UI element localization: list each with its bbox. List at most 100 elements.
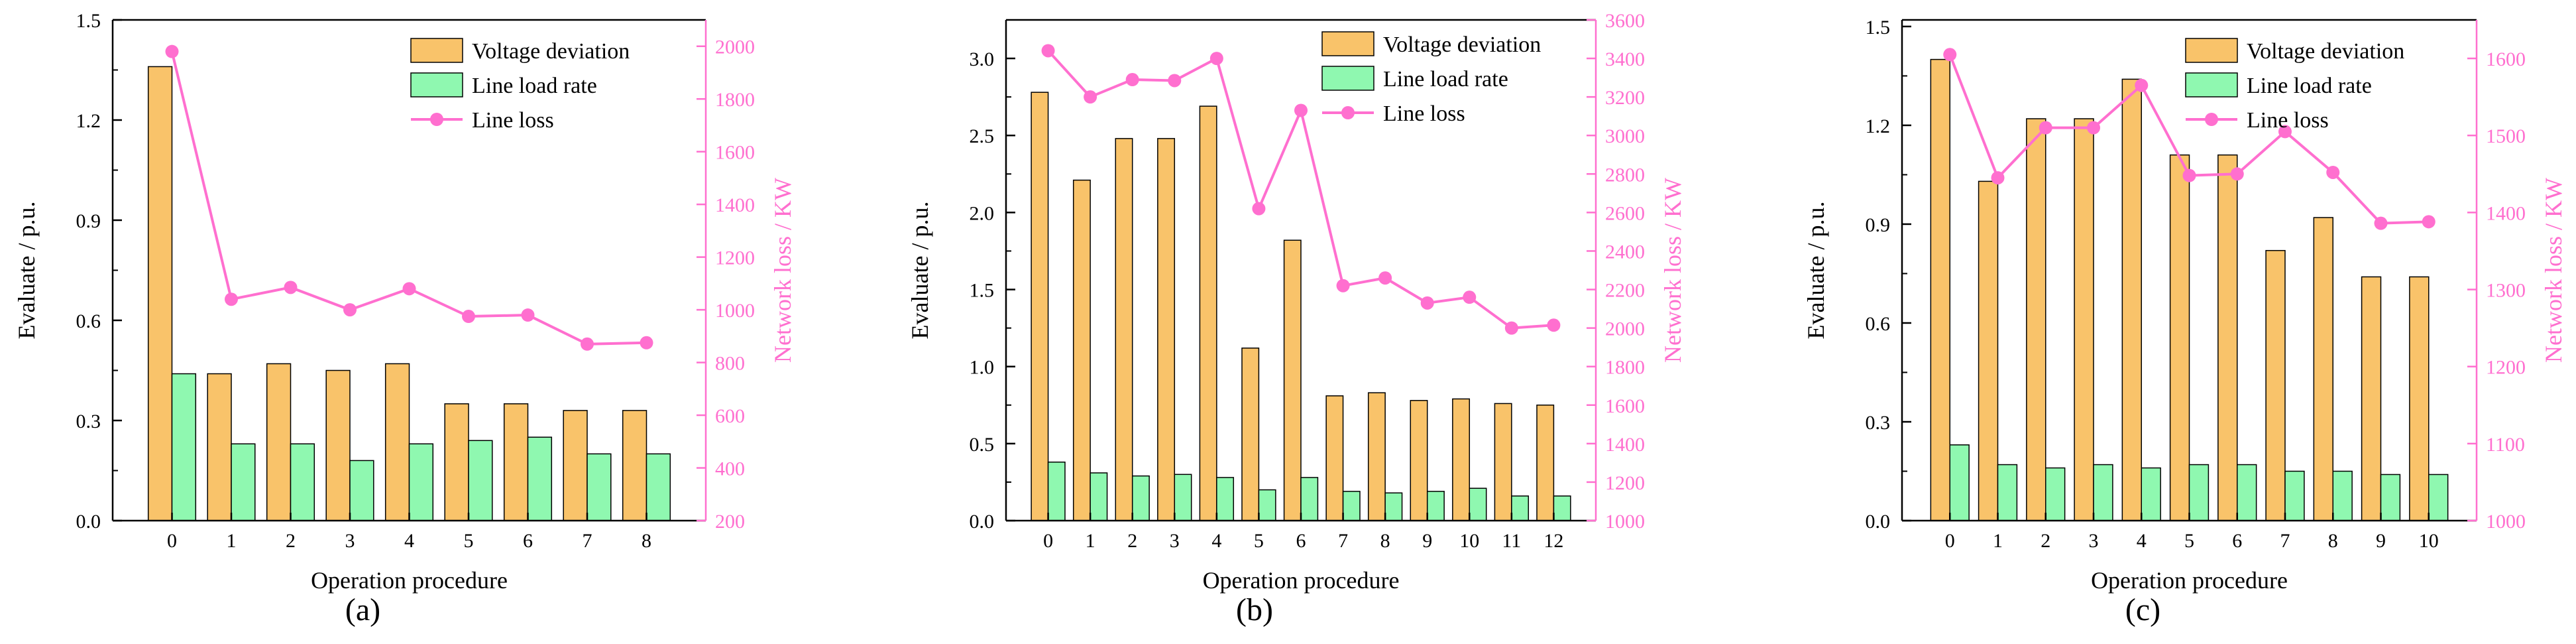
x-tick-label: 2 [2041, 530, 2050, 552]
left-tick-label: 1.2 [1866, 115, 1891, 137]
left-tick-label: 0.6 [76, 310, 101, 332]
right-tick-label: 2000 [1605, 318, 1645, 340]
line-loss-point [2230, 167, 2244, 181]
x-tick-label: 3 [2089, 530, 2099, 552]
line-loss-point [1420, 296, 1434, 310]
right-tick-label: 600 [715, 405, 745, 427]
right-tick-label: 200 [715, 511, 745, 533]
x-tick-label: 1 [1993, 530, 2003, 552]
x-tick-label: 4 [404, 530, 414, 552]
right-tick-label: 1200 [715, 247, 755, 269]
right-tick-label: 1000 [2486, 511, 2526, 533]
bar-line-load-rate [290, 443, 315, 521]
right-tick-label: 1400 [715, 194, 755, 216]
right-tick-label: 1600 [1605, 395, 1645, 417]
right-tick-label: 1600 [2486, 48, 2526, 70]
left-tick-label: 1.5 [76, 10, 101, 32]
right-tick-label: 2000 [715, 36, 755, 58]
bar-voltage-deviation [1283, 239, 1302, 521]
x-tick-label: 4 [2137, 530, 2147, 552]
bar-line-load-rate [2188, 464, 2210, 521]
left-tick-label: 0.0 [1866, 511, 1891, 533]
bar-voltage-deviation [2121, 78, 2143, 521]
bar-voltage-deviation [1452, 398, 1471, 521]
bar-voltage-deviation [1930, 58, 1951, 521]
line-loss-point [343, 303, 357, 317]
left-tick-label: 2.0 [970, 202, 995, 224]
x-tick-label: 10 [1459, 530, 1479, 552]
x-tick-label: 9 [1422, 530, 1432, 552]
bar-voltage-deviation [2361, 276, 2382, 521]
legend-loss-marker [430, 113, 443, 126]
bar-voltage-deviation [2169, 154, 2190, 521]
y-axis-title: Evaluate / p.u. [1803, 202, 1829, 340]
bar-line-load-rate [2093, 464, 2113, 521]
right-tick-label: 1400 [1605, 434, 1645, 456]
bar-line-load-rate [1131, 475, 1150, 521]
bar-voltage-deviation [1031, 92, 1049, 521]
bar-line-load-rate [408, 443, 434, 521]
line-loss-point [2278, 125, 2292, 139]
x-tick-label: 7 [2280, 530, 2290, 552]
line-loss-point [1041, 44, 1055, 58]
bar-line-load-rate [1949, 444, 1970, 521]
bar-line-load-rate [1384, 492, 1403, 521]
bar-line-load-rate [1047, 461, 1066, 521]
y-axis-title: Evaluate / p.u. [907, 202, 933, 340]
bar-line-load-rate [2045, 467, 2066, 521]
bar-voltage-deviation [147, 66, 173, 521]
line-loss-point [2039, 121, 2052, 135]
bar-line-load-rate [468, 440, 493, 521]
line-loss-point [402, 282, 416, 296]
bar-voltage-deviation [2265, 249, 2286, 521]
x-tick-label: 5 [1254, 530, 1264, 552]
left-tick-label: 0.3 [76, 411, 101, 432]
bar-voltage-deviation [1072, 179, 1091, 521]
bar-voltage-deviation [2313, 217, 2334, 521]
bar-line-load-rate [2428, 474, 2449, 521]
bar-line-load-rate [171, 373, 197, 521]
x-tick-label: 1 [1086, 530, 1095, 552]
bar-line-load-rate [231, 443, 256, 521]
legend-voltage-swatch [1321, 31, 1374, 56]
legend-voltage-swatch [2185, 38, 2238, 63]
legend-load-label: Line load rate [2247, 74, 2372, 98]
bar-line-load-rate [1342, 491, 1361, 521]
x-tick-label: 10 [2419, 530, 2439, 552]
bar-line-load-rate [1426, 491, 1445, 521]
bar-voltage-deviation [2074, 118, 2094, 521]
x-tick-label: 3 [1170, 530, 1180, 552]
x-tick-label: 8 [642, 530, 651, 552]
right-tick-label: 1800 [1605, 357, 1645, 379]
x-tick-label: 5 [2184, 530, 2194, 552]
x-tick-label: 6 [523, 530, 533, 552]
legend-load-swatch [1321, 66, 1374, 91]
right-tick-label: 1100 [2486, 434, 2525, 456]
x-tick-label: 11 [1502, 530, 1521, 552]
right-tick-label: 3000 [1605, 125, 1645, 147]
legend-voltage-label: Voltage deviation [472, 39, 630, 64]
bar-line-load-rate [1511, 495, 1530, 521]
legend-load-label: Line load rate [472, 74, 597, 98]
line-loss-point [581, 337, 594, 351]
bar-voltage-deviation [622, 410, 647, 521]
line-loss-point [1991, 171, 2005, 185]
bar-voltage-deviation [2217, 154, 2238, 521]
bar-line-load-rate [349, 460, 374, 521]
panel-caption: (a) [345, 592, 380, 627]
bar-line-load-rate [2380, 474, 2401, 521]
panel-caption: (b) [1236, 592, 1273, 627]
bar-voltage-deviation [444, 403, 469, 521]
right-tick-label: 1000 [1605, 511, 1645, 533]
line-loss-point [2326, 165, 2340, 179]
line-loss-point [1336, 279, 1350, 292]
line-loss-point [640, 336, 653, 350]
right-tick-label: 2600 [1605, 202, 1645, 224]
legend-loss-marker [1341, 106, 1355, 119]
left-tick-label: 0.0 [76, 511, 101, 533]
chart-panel-2: 0.00.51.01.52.02.53.01000120014001600180… [907, 10, 1686, 627]
legend: Voltage deviation Line load rate Line loss [1321, 31, 1541, 126]
right-tick-label: 1200 [2486, 357, 2526, 379]
line-loss-point [284, 281, 298, 294]
bar-line-load-rate [1174, 474, 1192, 521]
